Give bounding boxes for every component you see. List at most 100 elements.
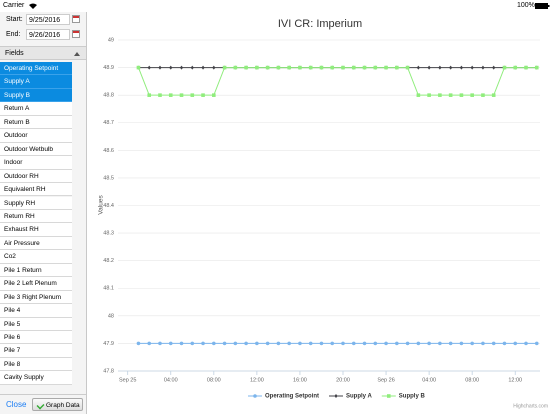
chart-title: IVI CR: Imperium: [278, 18, 362, 30]
fields-title: Fields: [5, 50, 24, 57]
marker: [524, 341, 528, 346]
field-item[interactable]: Return B: [0, 115, 72, 130]
field-item[interactable]: Pile 4: [0, 304, 72, 318]
marker: [298, 65, 302, 70]
marker: [276, 341, 281, 346]
y-tick-label: 48.4: [103, 203, 114, 209]
marker: [373, 65, 378, 70]
calendar-icon[interactable]: [72, 15, 80, 23]
marker: [427, 341, 431, 346]
marker: [438, 93, 442, 97]
marker: [481, 65, 485, 70]
marker: [168, 341, 173, 346]
marker: [491, 341, 496, 346]
field-item[interactable]: Pile 6: [0, 331, 72, 345]
battery-level: 100%: [517, 2, 535, 9]
field-item[interactable]: Cavity Supply: [0, 371, 72, 385]
marker: [405, 341, 410, 346]
field-item[interactable]: Outdoor: [0, 129, 72, 143]
y-tick-label: 48.6: [103, 148, 114, 154]
field-item[interactable]: Pile 2 Left Plenum: [0, 277, 72, 291]
marker: [233, 65, 238, 70]
marker: [362, 341, 367, 346]
marker: [201, 65, 205, 70]
x-tick-label: Sep 26: [377, 377, 394, 383]
field-item[interactable]: Exhaust RH: [0, 223, 72, 237]
marker: [179, 341, 184, 346]
marker: [492, 65, 496, 70]
marker: [416, 65, 420, 70]
legend-label: Operating Setpoint: [265, 394, 319, 400]
marker: [459, 65, 464, 70]
field-item[interactable]: Pile 1 Return: [0, 263, 72, 278]
status-bar: Carrier 100%: [0, 0, 552, 12]
marker: [233, 341, 238, 346]
field-item[interactable]: Pile 8: [0, 357, 72, 372]
marker: [319, 65, 324, 70]
field-list: Operating Setpoint Supply A Supply B Return…: [0, 62, 72, 394]
field-item[interactable]: Outdoor RH: [0, 169, 72, 184]
marker: [168, 93, 173, 97]
wifi-icon: [29, 3, 37, 9]
y-tick-label: 48.8: [103, 93, 114, 99]
marker: [502, 65, 507, 70]
marker: [395, 65, 399, 70]
marker: [334, 394, 338, 398]
marker: [201, 93, 205, 97]
field-item[interactable]: Supply A: [0, 75, 72, 89]
marker: [373, 341, 378, 346]
field-item[interactable]: Pile 7: [0, 344, 72, 358]
close-button[interactable]: Close: [6, 400, 27, 409]
x-tick-label: 04:00: [422, 377, 436, 383]
marker: [255, 341, 259, 346]
field-item[interactable]: Pile 5: [0, 317, 72, 331]
marker: [524, 65, 528, 70]
credit: Highcharts.com: [513, 403, 548, 409]
marker: [169, 65, 173, 70]
marker: [190, 65, 194, 70]
start-date[interactable]: 9/25/2016: [26, 14, 70, 25]
field-item[interactable]: Outdoor Wetbulb: [0, 142, 72, 157]
marker: [265, 341, 270, 346]
fields-header[interactable]: Fields: [0, 46, 86, 60]
x-tick-label: 12:00: [508, 377, 522, 383]
x-tick-label: Sep 25: [119, 377, 136, 383]
field-item[interactable]: Co2: [0, 250, 72, 264]
field-item[interactable]: Indoor: [0, 156, 72, 170]
bottom-bar: Close Graph Data: [0, 394, 86, 414]
field-item[interactable]: Air Pressure: [0, 236, 72, 251]
marker: [481, 341, 485, 346]
marker: [449, 65, 453, 70]
calendar-icon[interactable]: [72, 30, 80, 38]
end-date[interactable]: 9/26/2016: [26, 29, 70, 40]
marker: [534, 65, 539, 70]
marker: [244, 341, 248, 346]
x-tick-label: 08:00: [465, 377, 479, 383]
marker: [147, 341, 152, 346]
field-item[interactable]: Supply RH: [0, 196, 72, 210]
field-item[interactable]: Return RH: [0, 209, 72, 224]
marker: [136, 65, 141, 70]
marker: [470, 93, 474, 97]
x-tick-label: 08:00: [207, 377, 221, 383]
field-item[interactable]: Supply B: [0, 88, 72, 103]
x-tick-label: 20:00: [336, 377, 350, 383]
marker: [459, 93, 464, 97]
graph-data-button[interactable]: Graph Data: [32, 398, 83, 411]
marker: [395, 341, 399, 346]
series-line: [137, 67, 537, 96]
marker: [448, 341, 453, 346]
field-item[interactable]: Return A: [0, 102, 72, 116]
marker: [222, 65, 227, 70]
marker: [253, 394, 257, 398]
field-item[interactable]: Equivalent RH: [0, 183, 72, 197]
marker: [276, 65, 281, 70]
field-item[interactable]: Pile 3 Right Plenum: [0, 290, 72, 305]
field-item[interactable]: Operating Setpoint: [0, 62, 72, 76]
marker: [212, 93, 216, 97]
marker: [244, 65, 248, 70]
x-tick-label: 12:00: [250, 377, 264, 383]
marker: [416, 341, 421, 346]
marker: [158, 93, 162, 97]
marker: [308, 341, 313, 346]
